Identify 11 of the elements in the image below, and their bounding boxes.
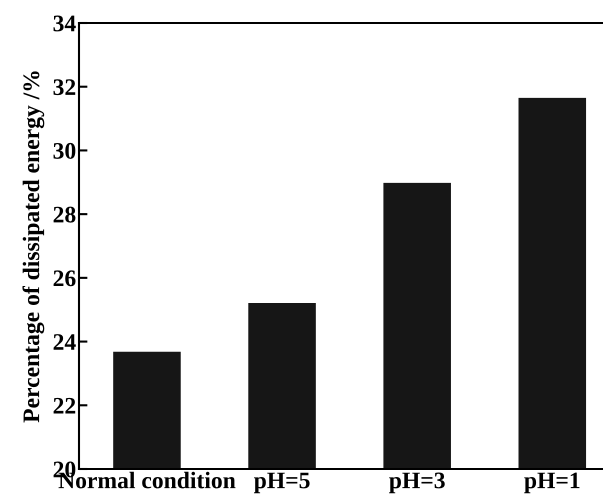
y-tick-label: 28 xyxy=(54,206,76,223)
x-tick-label: pH=1 xyxy=(524,472,580,494)
y-tick-label: 30 xyxy=(54,142,76,159)
y-tick-label: 32 xyxy=(54,79,76,96)
x-tick-label: pH=5 xyxy=(254,472,310,494)
y-tick-label: 24 xyxy=(54,334,76,350)
y-tick-label: 22 xyxy=(54,398,76,414)
y-tick-label: 26 xyxy=(54,270,76,286)
y-axis-title: Percentage of dissipated energy /% xyxy=(22,71,44,422)
y-tick-label: 34 xyxy=(54,16,76,32)
x-tick-label: pH=3 xyxy=(389,472,445,494)
